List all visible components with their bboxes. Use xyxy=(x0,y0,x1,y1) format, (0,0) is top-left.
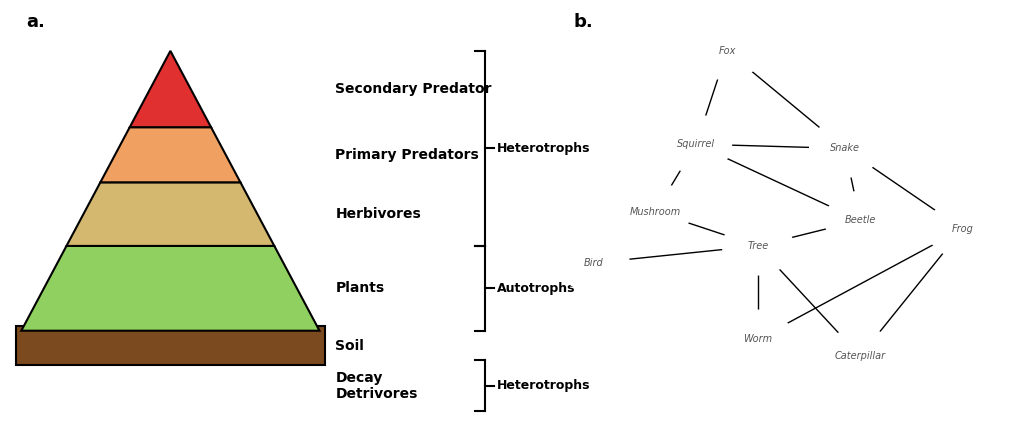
Text: Heterotrophs: Heterotrophs xyxy=(497,379,590,392)
Text: Herbivores: Herbivores xyxy=(336,207,421,221)
Text: a.: a. xyxy=(27,13,45,31)
Circle shape xyxy=(824,191,896,250)
Text: Bird: Bird xyxy=(584,258,604,268)
Text: Primary Predators: Primary Predators xyxy=(336,148,479,162)
Polygon shape xyxy=(100,127,241,182)
Polygon shape xyxy=(67,182,274,246)
Circle shape xyxy=(620,182,691,242)
Text: Fox: Fox xyxy=(719,46,735,56)
Circle shape xyxy=(927,199,998,259)
Text: Beetle: Beetle xyxy=(845,215,876,226)
Text: Heterotrophs: Heterotrophs xyxy=(497,142,590,155)
FancyBboxPatch shape xyxy=(16,326,325,365)
Text: Secondary Predator: Secondary Predator xyxy=(336,82,492,96)
Text: b.: b. xyxy=(573,13,593,31)
Text: Tree: Tree xyxy=(748,241,768,251)
Text: Plants: Plants xyxy=(336,281,385,296)
Circle shape xyxy=(722,216,794,276)
Text: Mushroom: Mushroom xyxy=(630,207,681,217)
Text: Frog: Frog xyxy=(951,224,974,234)
Text: Caterpillar: Caterpillar xyxy=(835,351,886,361)
Text: Decay
Detrivores: Decay Detrivores xyxy=(336,371,418,401)
Polygon shape xyxy=(22,246,319,331)
Text: Squirrel: Squirrel xyxy=(677,139,716,149)
Text: Snake: Snake xyxy=(829,143,860,153)
Text: Worm: Worm xyxy=(743,334,772,344)
Circle shape xyxy=(691,21,763,81)
Circle shape xyxy=(824,326,896,386)
Circle shape xyxy=(722,310,794,369)
Circle shape xyxy=(558,233,630,293)
Text: Soil: Soil xyxy=(336,338,365,353)
Text: Autotrophs: Autotrophs xyxy=(497,282,575,295)
Circle shape xyxy=(660,114,732,174)
Circle shape xyxy=(809,119,881,178)
Polygon shape xyxy=(130,51,211,127)
